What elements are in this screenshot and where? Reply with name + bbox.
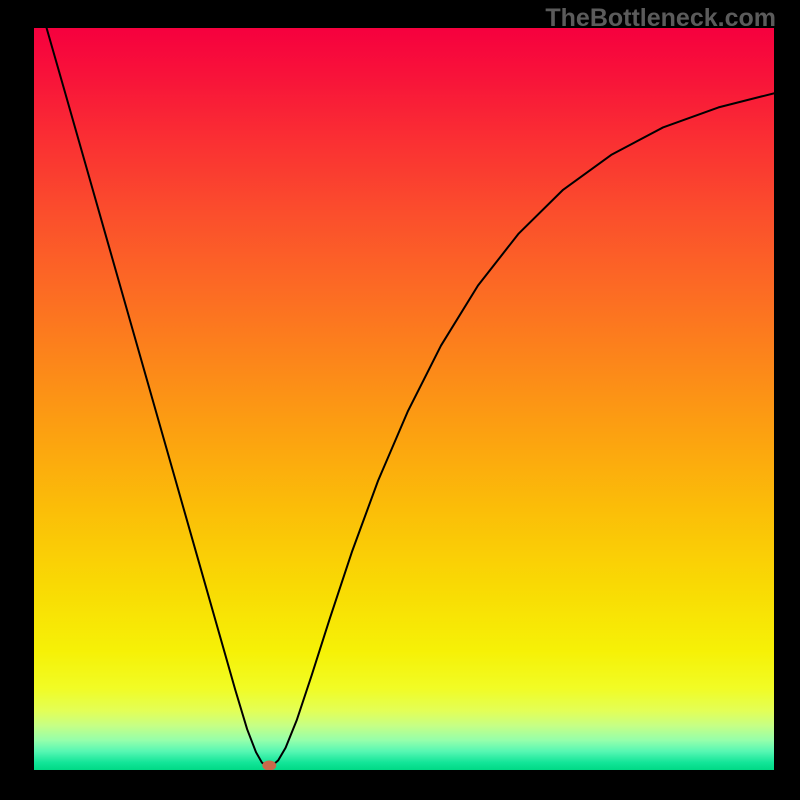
watermark-text: TheBottleneck.com [545,4,776,33]
bottleneck-curve [47,28,774,766]
minimum-marker [262,761,276,770]
chart-frame [34,28,774,770]
plot-area [34,28,774,770]
curve-layer [34,28,774,770]
